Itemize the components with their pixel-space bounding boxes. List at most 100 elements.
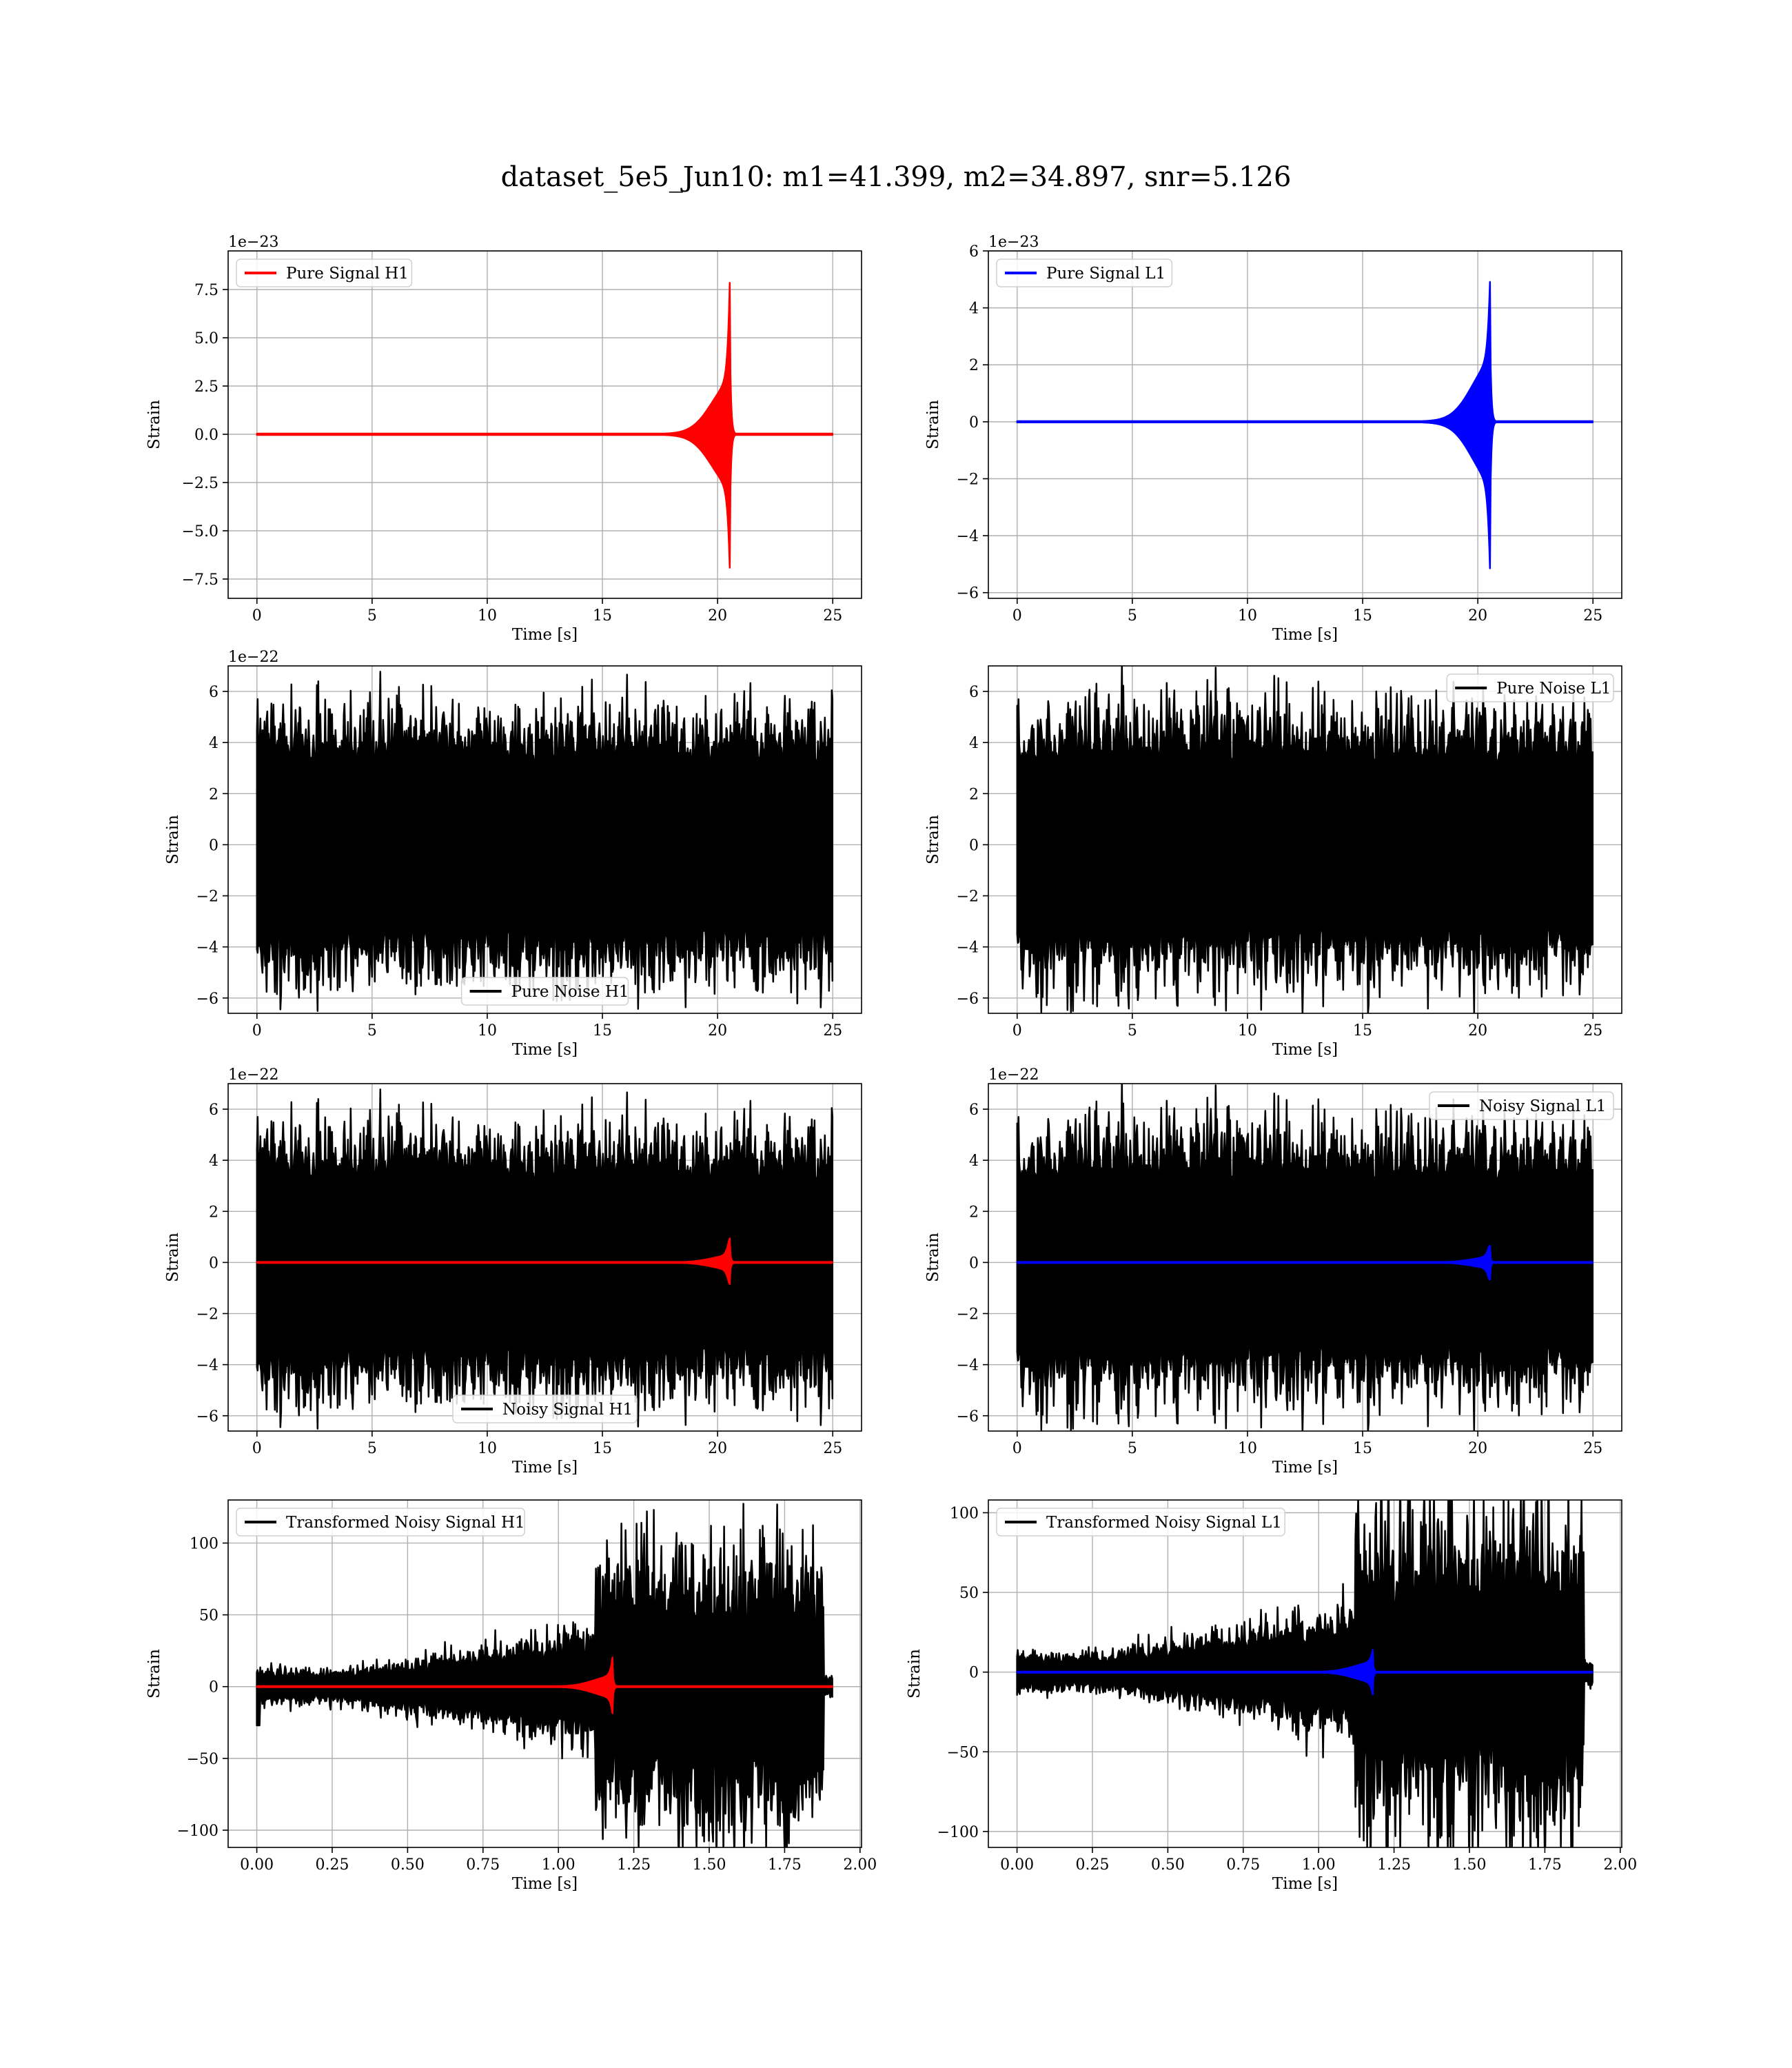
- y-tick-label-2: −2: [196, 1306, 218, 1324]
- legend: Pure Signal L1: [996, 258, 1173, 287]
- x-tick-label-0: 0: [1012, 607, 1022, 625]
- x-tick-label-3: 0.75: [1226, 1856, 1260, 1874]
- x-axis-label: Time [s]: [512, 1041, 578, 1059]
- series-0-whitened: [256, 1503, 833, 1847]
- legend-label: Pure Noise L1: [1496, 680, 1611, 698]
- y-tick-label-4: 100: [950, 1505, 979, 1522]
- x-tick-label-2: 0.50: [1151, 1856, 1185, 1874]
- x-tick-label-2: 10: [478, 607, 497, 625]
- axes-pure_l1: 0 5 10 15 20 25 −6 −4 −2 0 2 4 6 Time [s] Strain 1e−23 P…: [924, 234, 1622, 644]
- legend-label: Noisy Signal L1: [1479, 1097, 1606, 1115]
- legend-label: Pure Signal L1: [1046, 265, 1165, 283]
- x-tick-label-0: 0: [252, 1022, 262, 1040]
- y-tick-label-3: 50: [199, 1608, 218, 1625]
- y-tick-label-4: 2: [969, 786, 979, 803]
- x-tick-label-5: 25: [823, 607, 842, 625]
- y-tick-label-3: 0: [209, 837, 218, 854]
- y-tick-label-2: 0: [209, 1679, 218, 1696]
- x-tick-label-2: 0.50: [391, 1856, 425, 1874]
- y-tick-label-0: −100: [937, 1824, 979, 1841]
- y-axis-label: Strain: [924, 1233, 942, 1282]
- legend: Pure Noise H1: [460, 977, 629, 1006]
- y-tick-label-3: 50: [959, 1585, 979, 1602]
- y-tick-label-2: −2: [957, 471, 979, 488]
- legend: Noisy Signal H1: [452, 1395, 638, 1423]
- x-axis-label: Time [s]: [512, 1459, 578, 1477]
- axes-trans_l1: 0.00 0.25 0.50 0.75 1.00 1.25 1.50 1.75 2.00 −100…: [906, 1499, 1637, 1893]
- legend-box: [1429, 1091, 1614, 1120]
- series-0-noise: [256, 1088, 834, 1430]
- axes-frame: [988, 665, 1622, 1014]
- x-tick-label-3: 15: [593, 607, 612, 625]
- x-axis-label: Time [s]: [1272, 626, 1338, 644]
- y-tick-label-6: 6: [969, 243, 979, 261]
- x-tick-label-7: 1.75: [1528, 1856, 1562, 1874]
- y-tick-label-0: −6: [957, 991, 979, 1008]
- axes-noisy_h1: 0 5 10 15 20 25 −6 −4 −2 0 2 4 6 Time [s] Strain 1e−22 N…: [164, 1066, 862, 1477]
- x-tick-label-3: 15: [1353, 1440, 1372, 1457]
- y-tick-label-0: −6: [196, 1408, 218, 1426]
- plot-area: [1016, 281, 1594, 569]
- x-tick-label-0: 0.00: [240, 1856, 274, 1874]
- legend: Pure Signal H1: [236, 258, 413, 287]
- x-tick-label-2: 10: [478, 1440, 497, 1457]
- y-tick-label-3: 0: [969, 837, 979, 854]
- y-tick-label-4: 2.5: [194, 378, 218, 396]
- y-tick-label-5: 4: [969, 735, 979, 752]
- x-tick-label-3: 15: [593, 1440, 612, 1457]
- y-axis-label: Strain: [145, 1649, 163, 1699]
- legend-label: Pure Signal H1: [286, 265, 409, 283]
- legend: Transformed Noisy Signal H1: [236, 1508, 525, 1537]
- series-0-noise: [256, 671, 834, 1012]
- x-tick-label-4: 20: [1468, 1022, 1487, 1040]
- axes-noisy_l1: 0 5 10 15 20 25 −6 −4 −2 0 2 4 6 Time [s] Strain 1e−22 N…: [924, 1066, 1622, 1477]
- y-tick-label-3: 0: [969, 1255, 979, 1272]
- y-tick-label-3: 0: [969, 414, 979, 432]
- x-tick-label-2: 10: [1238, 1022, 1257, 1040]
- y-tick-label-5: 4: [969, 1153, 979, 1170]
- plot-area: [1016, 666, 1594, 1013]
- y-axis-label: Strain: [164, 815, 182, 864]
- y-tick-label-4: 2: [209, 786, 218, 803]
- x-tick-label-5: 25: [823, 1440, 842, 1457]
- y-tick-label-4: 2: [969, 357, 979, 374]
- y-tick-label-0: −6: [957, 585, 979, 602]
- y-tick-label-5: 4: [969, 301, 979, 318]
- x-axis-label: Time [s]: [1272, 1041, 1338, 1059]
- y-tick-label-6: 6: [209, 684, 218, 701]
- x-tick-label-5: 25: [1583, 1440, 1602, 1457]
- y-tick-label-2: −2.5: [182, 475, 218, 492]
- y-tick-label-6: 7.5: [194, 282, 218, 299]
- x-tick-label-1: 5: [1128, 1022, 1137, 1040]
- y-tick-label-2: 0: [969, 1665, 979, 1682]
- x-tick-label-4: 1.00: [542, 1856, 576, 1874]
- x-tick-label-1: 5: [1128, 1440, 1137, 1457]
- series-0-noise: [1016, 1084, 1594, 1431]
- legend-box: [996, 258, 1173, 287]
- y-tick-label-6: 6: [969, 684, 979, 701]
- x-tick-label-1: 5: [367, 1022, 377, 1040]
- y-tick-label-5: 4: [209, 735, 218, 752]
- axes-noise_h1: 0 5 10 15 20 25 −6 −4 −2 0 2 4 6 Time [s] Strain 1e−22 P…: [164, 649, 862, 1059]
- axes-frame: [227, 1083, 862, 1432]
- y-tick-label-1: −4: [957, 1357, 979, 1375]
- y-offset-text: 1e−22: [228, 649, 278, 666]
- y-tick-label-6: 6: [969, 1102, 979, 1119]
- y-tick-label-6: 6: [209, 1102, 218, 1119]
- y-tick-label-2: −2: [196, 889, 218, 906]
- axes-frame: [988, 1083, 1622, 1432]
- axes-frame: [988, 1499, 1622, 1848]
- x-tick-label-8: 2.00: [843, 1856, 877, 1874]
- y-tick-label-1: −4: [957, 940, 979, 957]
- y-axis-label: Strain: [906, 1649, 924, 1699]
- legend: Transformed Noisy Signal L1: [996, 1508, 1285, 1537]
- x-tick-label-3: 0.75: [466, 1856, 500, 1874]
- y-offset-text: 1e−23: [228, 234, 278, 251]
- x-tick-label-6: 1.50: [1453, 1856, 1487, 1874]
- y-offset-text: 1e−22: [988, 1066, 1039, 1084]
- x-tick-label-2: 10: [1238, 607, 1257, 625]
- y-offset-text: 1e−22: [228, 1066, 278, 1084]
- plot-area: [256, 671, 834, 1012]
